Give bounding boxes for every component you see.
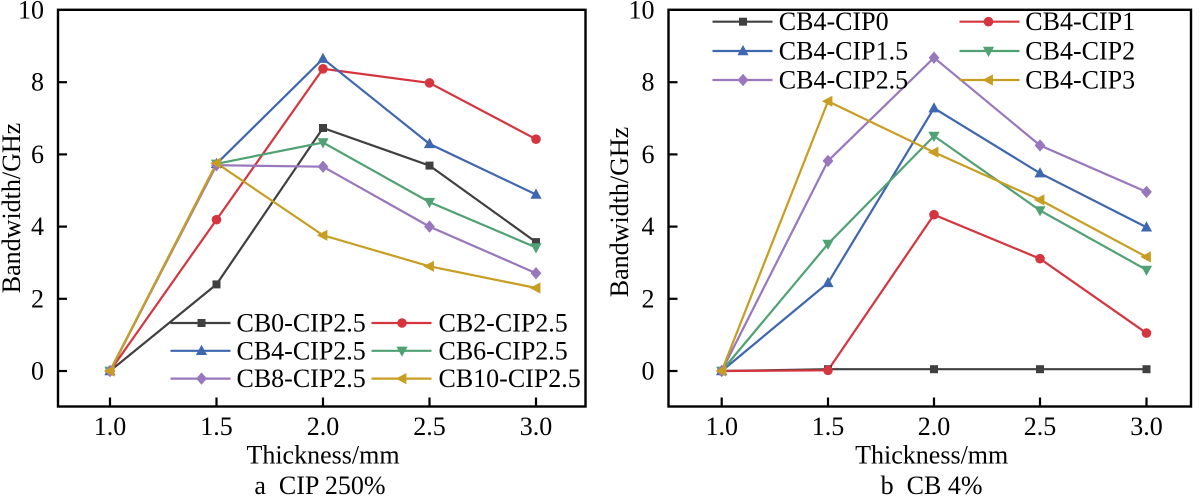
- svg-text:a CIP 250%: a CIP 250%: [254, 471, 385, 497]
- svg-text:2.5: 2.5: [1024, 412, 1057, 441]
- svg-text:2.0: 2.0: [918, 412, 951, 441]
- svg-text:1.0: 1.0: [705, 412, 738, 441]
- svg-text:0: 0: [642, 357, 655, 386]
- svg-text:b CB 4%: b CB 4%: [881, 471, 983, 497]
- svg-text:2.0: 2.0: [307, 412, 340, 441]
- svg-text:10: 10: [18, 0, 44, 25]
- svg-text:2: 2: [31, 284, 44, 313]
- svg-text:CB2-CIP2.5: CB2-CIP2.5: [439, 309, 568, 338]
- svg-text:3.0: 3.0: [520, 412, 553, 441]
- svg-text:6: 6: [642, 140, 655, 169]
- svg-text:4: 4: [31, 212, 44, 241]
- svg-text:CB4-CIP0: CB4-CIP0: [779, 7, 889, 36]
- svg-text:CB10-CIP2.5: CB10-CIP2.5: [439, 364, 581, 393]
- svg-text:1.0: 1.0: [94, 412, 127, 441]
- svg-text:8: 8: [642, 68, 655, 97]
- svg-text:3.0: 3.0: [1130, 412, 1163, 441]
- svg-text:2.5: 2.5: [413, 412, 446, 441]
- svg-text:6: 6: [31, 140, 44, 169]
- svg-text:Bandwidth/GHz: Bandwidth/GHz: [605, 127, 634, 297]
- svg-text:Thickness/mm: Thickness/mm: [246, 441, 399, 470]
- svg-text:8: 8: [31, 68, 44, 97]
- svg-text:Thickness/mm: Thickness/mm: [855, 441, 1008, 470]
- svg-text:2: 2: [642, 284, 655, 313]
- svg-text:CB4-CIP2.5: CB4-CIP2.5: [237, 336, 366, 365]
- svg-text:CB4-CIP3: CB4-CIP3: [1025, 66, 1135, 95]
- svg-text:CB4-CIP1: CB4-CIP1: [1025, 7, 1135, 36]
- svg-text:CB8-CIP2.5: CB8-CIP2.5: [237, 364, 366, 393]
- svg-text:4: 4: [642, 212, 655, 241]
- svg-text:CB4-CIP2: CB4-CIP2: [1025, 37, 1135, 66]
- svg-text:1.5: 1.5: [812, 412, 845, 441]
- svg-text:CB0-CIP2.5: CB0-CIP2.5: [237, 309, 366, 338]
- svg-text:CB6-CIP2.5: CB6-CIP2.5: [439, 336, 568, 365]
- svg-text:1.5: 1.5: [200, 412, 233, 441]
- svg-text:0: 0: [31, 357, 44, 386]
- svg-text:CB4-CIP1.5: CB4-CIP1.5: [779, 37, 908, 66]
- svg-text:Bandwidth/GHz: Bandwidth/GHz: [0, 123, 26, 293]
- svg-text:CB4-CIP2.5: CB4-CIP2.5: [779, 66, 908, 95]
- svg-text:10: 10: [629, 0, 655, 25]
